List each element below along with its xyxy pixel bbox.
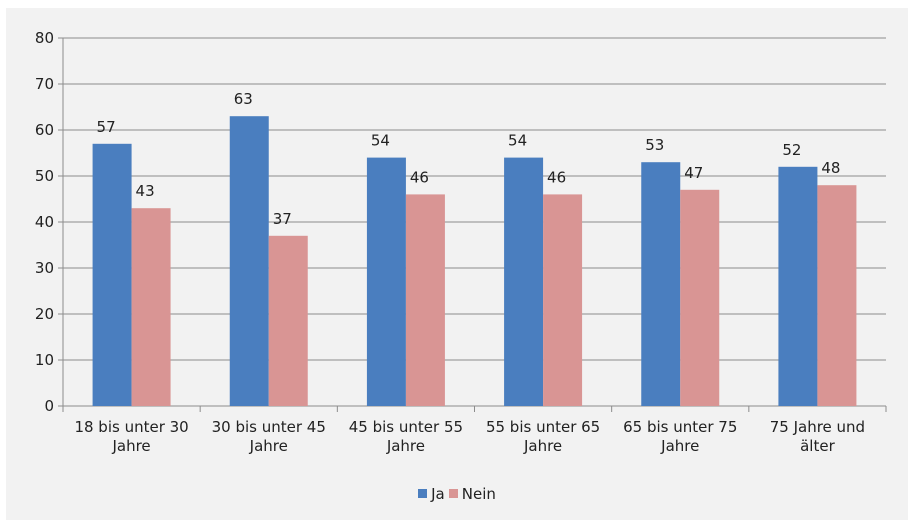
legend-label: Nein xyxy=(461,484,496,503)
y-tick-label: 60 xyxy=(35,121,54,139)
y-tick-label: 70 xyxy=(35,75,54,93)
bar-nein xyxy=(268,235,308,406)
legend: Ja Nein xyxy=(6,484,908,503)
data-label: 48 xyxy=(821,159,840,177)
legend-item-nein: Nein xyxy=(448,484,496,503)
y-tick-label: 20 xyxy=(35,305,54,323)
bar-nein xyxy=(131,208,171,406)
bar-nein xyxy=(680,189,720,406)
bar-nein xyxy=(817,185,857,406)
bar-chart: 0 10 20 30 40 50 60 70 80 57 43 18 bis unter 30 Jahr… xyxy=(35,29,887,455)
legend-swatch xyxy=(418,489,428,498)
data-label: 54 xyxy=(508,132,527,150)
data-label: 54 xyxy=(371,132,390,150)
bar-nein xyxy=(543,194,583,406)
category-label: 30 bis unter 45 Jahre xyxy=(212,418,326,455)
data-label: 57 xyxy=(97,118,116,136)
legend-item-ja: Ja xyxy=(418,485,445,503)
y-tick-label: 80 xyxy=(35,29,54,47)
y-tick-label: 30 xyxy=(35,259,54,277)
category-label: 65 bis unter 75 Jahre xyxy=(623,418,737,455)
legend-label: Ja xyxy=(431,484,445,503)
chart-panel: 0 10 20 30 40 50 60 70 80 57 43 18 bis unter 30 Jahr… xyxy=(6,8,908,520)
category-label: 55 bis unter 65 Jahre xyxy=(486,418,600,455)
y-tick-label: 0 xyxy=(44,397,54,415)
bar-ja xyxy=(504,157,544,406)
category-label: 45 bis unter 55 Jahre xyxy=(349,418,463,455)
data-label: 63 xyxy=(234,90,253,108)
legend-swatch xyxy=(448,489,458,498)
data-label: 37 xyxy=(273,210,292,228)
data-label: 46 xyxy=(410,168,429,186)
data-label: 53 xyxy=(645,136,664,154)
category-label: 18 bis unter 30 Jahre xyxy=(74,418,188,455)
y-tick-label: 10 xyxy=(35,351,54,369)
bar-ja xyxy=(229,116,269,406)
bar-ja xyxy=(778,166,818,406)
bar-ja xyxy=(641,162,681,406)
bar-ja xyxy=(92,143,132,407)
y-tick-label: 40 xyxy=(35,213,54,231)
y-tick-label: 50 xyxy=(35,167,54,185)
bar-nein xyxy=(405,194,445,406)
data-label: 46 xyxy=(547,168,566,186)
bar-ja xyxy=(366,157,406,406)
category-label: 75 Jahre und älter xyxy=(770,418,865,455)
data-label: 43 xyxy=(136,182,155,200)
data-label: 47 xyxy=(684,164,703,182)
data-label: 52 xyxy=(782,141,801,159)
